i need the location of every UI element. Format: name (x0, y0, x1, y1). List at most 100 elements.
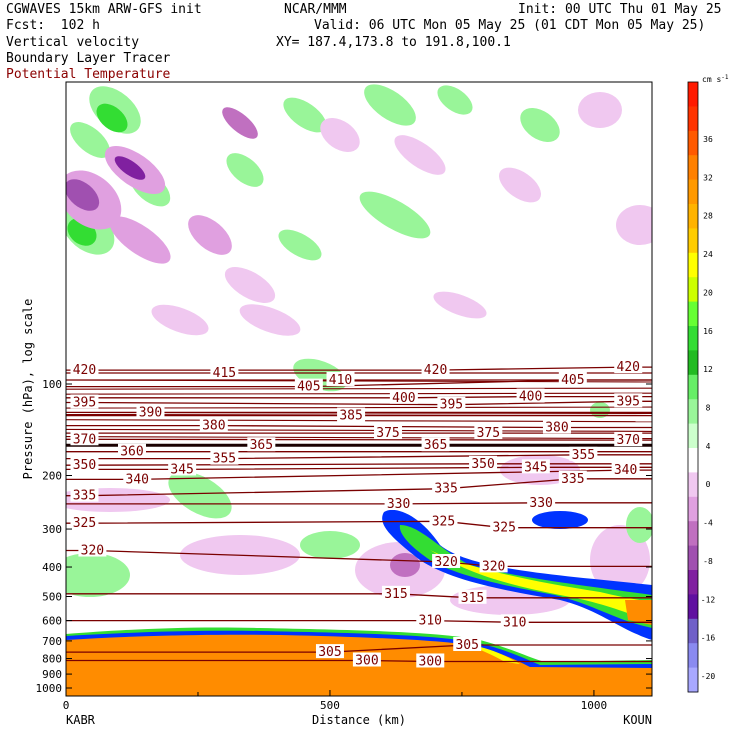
theta-label-bg (474, 425, 503, 440)
theta-label-bg (458, 589, 487, 604)
colorbar-swatch (688, 667, 698, 693)
theta-contour-label: 395 (440, 398, 463, 413)
colorbar-frame (687, 81, 699, 693)
w-negative-area (188, 215, 232, 255)
colorbar-swatch (688, 350, 698, 376)
w-positive-area (437, 85, 473, 115)
theta-label-bg (315, 644, 344, 659)
theta-contour-label: 390 (139, 405, 162, 420)
theta-contour-label: 405 (297, 380, 320, 395)
theta-contour-label: 335 (561, 472, 584, 487)
colorbar-swatch (688, 228, 698, 254)
theta-contour-label: 405 (561, 373, 584, 388)
theta-contour (66, 400, 652, 406)
colorbar-tick-label: 12 (703, 365, 713, 374)
x-axis: 0 500 1000 (63, 690, 607, 712)
theta-label-bg (123, 471, 152, 486)
w-negative-area (390, 553, 420, 577)
theta-contour-label: 335 (434, 482, 457, 497)
y-tick-label: 600 (42, 615, 62, 628)
theta-contour (66, 466, 652, 471)
forecast-hour: Fcst: 102 h (6, 18, 100, 33)
field-label-potential-temperature: Potential Temperature (6, 67, 171, 82)
theta-contour-label: 320 (81, 544, 104, 559)
colorbar-swatch (688, 106, 698, 132)
field-label-boundary-layer-tracer: Boundary Layer Tracer (6, 51, 171, 66)
w-positive-area (626, 507, 652, 543)
theta-label-bg (136, 404, 165, 419)
colorbar-swatch (688, 594, 698, 620)
theta-label-bg (490, 519, 519, 534)
theta-label-bg (469, 455, 498, 470)
w-negative-area (66, 179, 100, 211)
tracer-plume (625, 600, 652, 625)
theta-contour (66, 436, 652, 440)
w-positive-area (96, 103, 128, 133)
tracer-plume (430, 550, 652, 622)
theta-contour-label: 345 (524, 460, 547, 475)
theta-label-bg (416, 612, 445, 627)
y-tick-label: 800 (42, 653, 62, 666)
colorbar-swatch (688, 301, 698, 327)
theta-contour-label: 355 (572, 448, 595, 463)
theta-label-bg (558, 470, 587, 485)
w-negative-area (433, 291, 487, 319)
w-negative-area (320, 117, 360, 153)
w-negative-area (394, 135, 446, 175)
field-label-vertical-velocity: Vertical velocity (6, 35, 140, 50)
theta-label-bg (432, 480, 461, 495)
colorbar-swatch (688, 179, 698, 205)
theta-label-bg (421, 362, 450, 377)
theta-contour-label: 320 (434, 555, 457, 570)
tracer-plume (382, 509, 652, 640)
theta-label-bg (437, 396, 466, 411)
w-positive-area (226, 153, 264, 187)
theta-contour (66, 387, 652, 390)
w-positive-area (520, 107, 560, 143)
w-negative-area (109, 216, 171, 264)
theta-label-bg (453, 636, 482, 651)
init-time: Init: 00 UTC Thu 01 May 25 (518, 2, 722, 17)
theta-contour (66, 438, 652, 441)
w-positive-area (359, 191, 431, 239)
theta-contour-label: 375 (477, 426, 500, 441)
theta-label-bg (527, 494, 556, 509)
y-axis-label: Pressure (hPa), log scale (21, 299, 35, 480)
theta-label-bg (416, 653, 445, 668)
theta-label-bg (70, 487, 99, 502)
theta-label-bg (611, 462, 640, 477)
theta-contour-label: 350 (73, 458, 96, 473)
w-positive-area (300, 531, 360, 559)
y-tick-label: 1000 (36, 682, 63, 695)
theta-contour-label: 310 (503, 615, 526, 630)
theta-contour-label: 350 (471, 457, 494, 472)
y-tick-label: 400 (42, 561, 62, 574)
w-positive-area (168, 471, 232, 519)
x-axis-label: Distance (km) (312, 713, 406, 727)
theta-label-bg (500, 614, 529, 629)
theta-contour (66, 379, 652, 383)
theta-contour-label: 415 (213, 366, 236, 381)
theta-contour-label: 320 (482, 559, 505, 574)
left-endpoint-label: KABR (66, 713, 96, 727)
theta-contour-label: 335 (73, 489, 96, 504)
theta-label-bg (614, 393, 643, 408)
w-negative-area (66, 488, 170, 512)
theta-contour-label: 315 (384, 587, 407, 602)
theta-label-bg (294, 378, 323, 393)
center-label: NCAR/MMM (284, 2, 347, 17)
colorbar-swatch (688, 643, 698, 669)
theta-label-bg (421, 437, 450, 452)
vertical-velocity-field (66, 84, 652, 615)
w-negative-area (590, 525, 650, 595)
theta-label-bg (389, 389, 418, 404)
theta-label-bg (432, 553, 461, 568)
y-tick-label: 100 (42, 378, 62, 391)
theta-label-bg (117, 443, 146, 458)
theta-label-bg (614, 432, 643, 447)
w-negative-area (578, 92, 622, 128)
colorbar-swatch (688, 521, 698, 547)
y-tick-label: 300 (42, 523, 62, 536)
colorbar-swatch (688, 155, 698, 181)
